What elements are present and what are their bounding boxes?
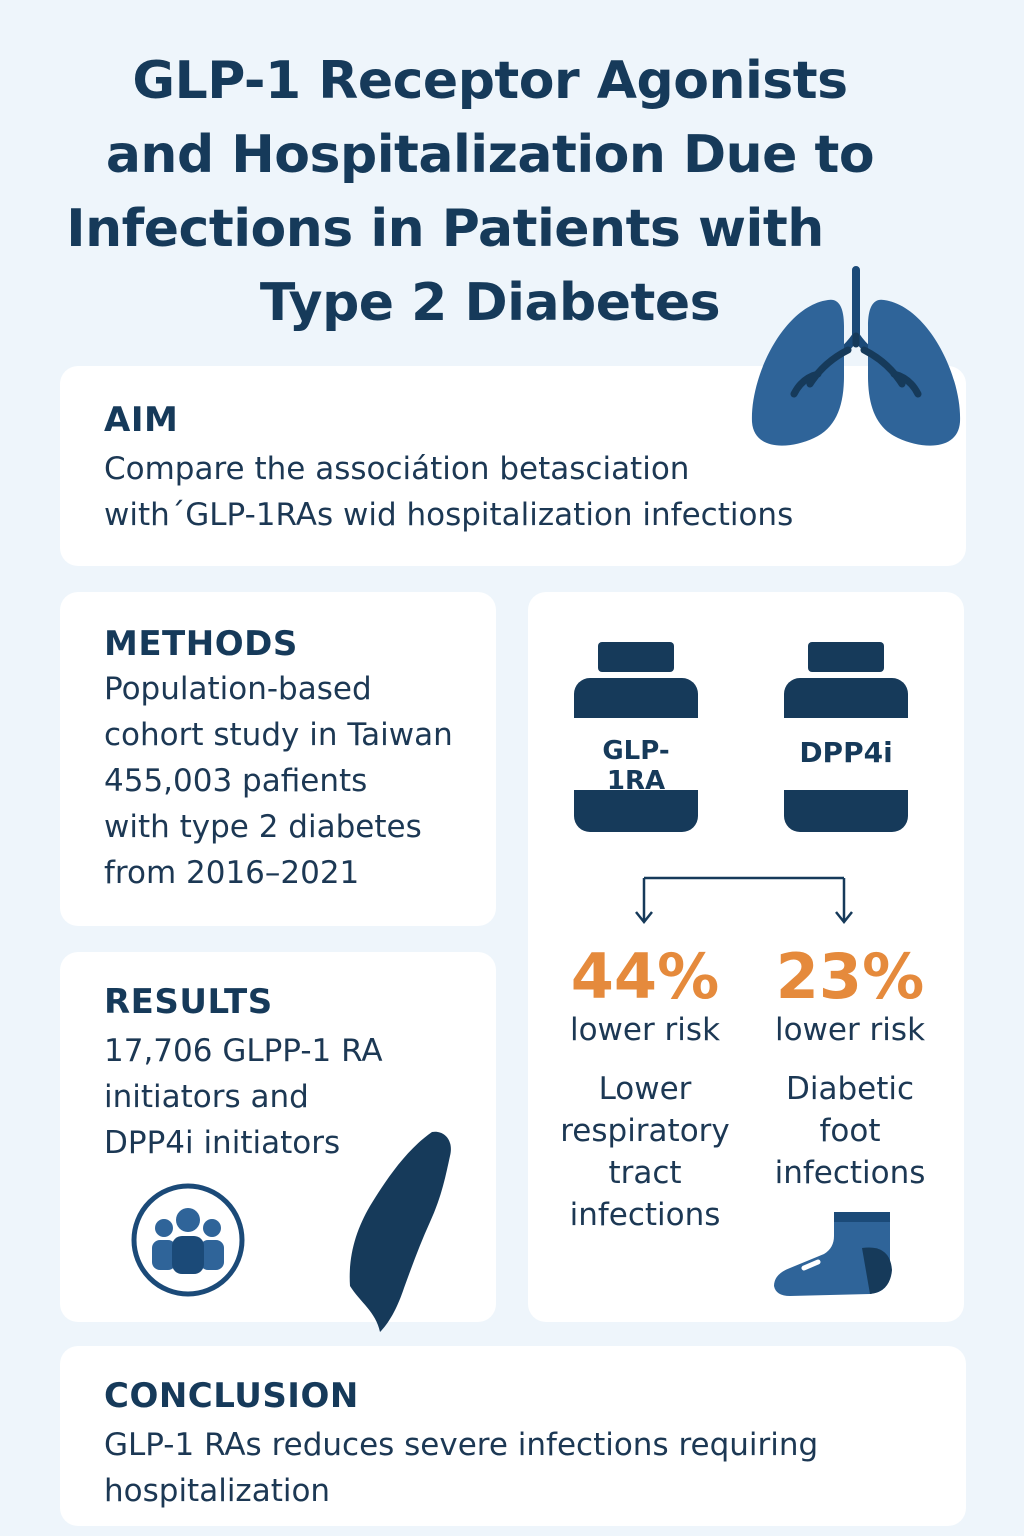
results-text: 17,706 GLPP-1 RA initiators and DPP4i in… (104, 1028, 383, 1166)
people-icon (131, 1183, 245, 1297)
lungs-icon (751, 266, 961, 446)
methods-line: with type 2 diabetes (104, 809, 422, 845)
dpp4i-bottle-label: DPP4i (799, 736, 893, 769)
outcome-line: infections (774, 1155, 926, 1191)
foot-outcome: Diabetic foot infections (750, 1068, 950, 1194)
outcome-line: infections (569, 1197, 721, 1233)
outcome-line: Lower (598, 1071, 692, 1107)
aim-heading: AIM (104, 400, 179, 440)
aim-line: Compare the associátion betasciation (104, 451, 690, 487)
pill-bottle-icon (574, 642, 698, 832)
methods-card: METHODS Population-based cohort study in… (60, 592, 496, 926)
conclusion-heading: CONCLUSION (104, 1376, 359, 1416)
taiwan-map-icon (349, 1131, 451, 1332)
foot-risk-label: lower risk (774, 1012, 926, 1048)
title-line: Infections in Patients with (66, 199, 824, 259)
aim-text: Compare the associátion betasciation wit… (104, 446, 793, 538)
title-line: and Hospitalization Due to (105, 125, 875, 185)
page-title: GLP-1 Receptor Agonists and Hospitalizat… (40, 44, 940, 340)
aim-card: AIM Compare the associátion betasciation… (60, 366, 966, 566)
respiratory-risk-percent: 44% (570, 940, 720, 1013)
results-card: RESULTS 17,706 GLPP-1 RA initiators and … (60, 952, 496, 1332)
dpp4i-bottle: DPP4i (784, 642, 908, 832)
results-line: DPP4i initiators (104, 1125, 341, 1161)
methods-heading: METHODS (104, 624, 298, 664)
title-line: GLP-1 Receptor Agonists (132, 51, 848, 111)
conclusion-text: GLP-1 RAs reduces severe infections requ… (104, 1422, 818, 1514)
drug-comparison-card: GLP-1RA DPP4i 44% lower risk Lower respi… (528, 592, 964, 1322)
conclusion-line: hospitalization (104, 1473, 331, 1509)
results-line: initiators and (104, 1079, 309, 1115)
glp1ra-bottle-label: GLP-1RA (602, 736, 670, 796)
methods-line: 455,003 pafients (104, 763, 368, 799)
respiratory-risk-label: lower risk (569, 1012, 721, 1048)
methods-text: Population-based cohort study in Taiwan … (104, 666, 453, 896)
glp1ra-bottle: GLP-1RA (574, 642, 698, 832)
conclusion-card: CONCLUSION GLP-1 RAs reduces severe infe… (60, 1346, 966, 1526)
outcome-line: Diabetic (785, 1071, 915, 1107)
outcome-line: tract (608, 1155, 682, 1191)
foot-icon (774, 1212, 892, 1296)
methods-line: from 2016–2021 (104, 855, 360, 891)
title-line: Type 2 Diabetes (259, 273, 721, 333)
outcome-line: foot (819, 1113, 881, 1149)
pill-bottle-icon (784, 642, 908, 832)
conclusion-line: GLP-1 RAs reduces severe infections requ… (104, 1427, 819, 1463)
results-line: 17,706 GLPP-1 RA (104, 1033, 383, 1069)
respiratory-outcome: Lower respiratory tract infections (545, 1068, 745, 1236)
methods-line: cohort study in Taiwan (104, 717, 453, 753)
foot-risk-percent: 23% (775, 940, 925, 1013)
arrow-down-icon (635, 876, 853, 925)
methods-line: Population-based (104, 671, 372, 707)
aim-line: with´GLP-1RAs wid hospitalization infect… (104, 497, 794, 533)
outcome-line: respiratory (560, 1113, 730, 1149)
results-heading: RESULTS (104, 982, 273, 1022)
